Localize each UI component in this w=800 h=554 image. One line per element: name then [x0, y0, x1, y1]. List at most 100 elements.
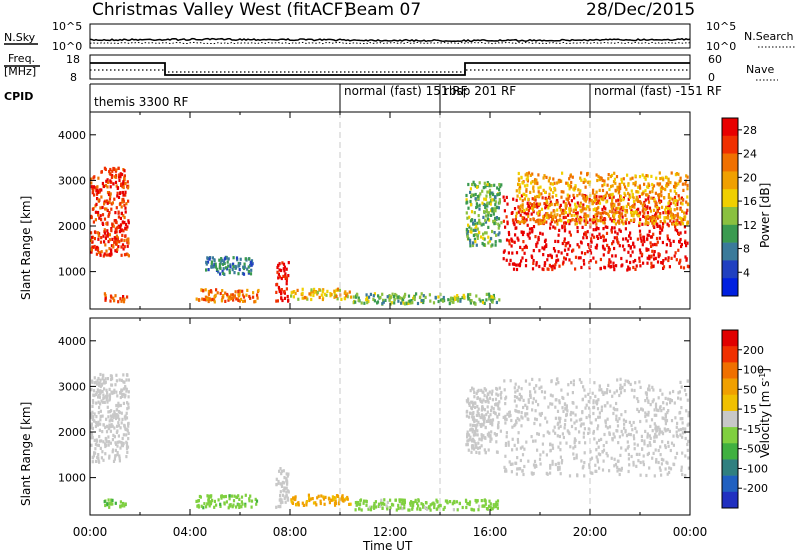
data-cell: [646, 435, 649, 439]
data-cell: [651, 219, 654, 223]
data-cell: [679, 417, 682, 421]
data-cell: [464, 498, 468, 502]
data-cell: [93, 389, 96, 393]
data-cell: [534, 195, 537, 199]
data-cell: [103, 217, 107, 221]
data-cell: [472, 439, 475, 443]
data-cell: [608, 425, 612, 429]
data-cell: [639, 233, 642, 237]
data-cell: [99, 409, 102, 413]
data-cell: [638, 221, 641, 225]
data-cell: [571, 391, 574, 395]
data-cell: [332, 497, 335, 502]
data-cell: [91, 455, 94, 459]
data-cell: [469, 389, 472, 393]
data-cell: [513, 443, 516, 447]
data-cell: [650, 418, 654, 422]
data-cell: [486, 392, 489, 396]
data-cell: [639, 419, 642, 424]
data-cell: [598, 466, 601, 470]
data-cell: [603, 195, 606, 199]
data-cell: [516, 220, 520, 224]
cpid-segment-label: themis 3300 RF: [94, 95, 188, 109]
data-cell: [678, 216, 681, 220]
data-cell: [106, 180, 110, 184]
data-cell: [493, 231, 496, 235]
data-cell: [568, 194, 571, 198]
data-cell: [277, 481, 280, 485]
data-cell: [652, 184, 656, 188]
data-cell: [112, 390, 115, 394]
data-cell: [104, 503, 107, 508]
data-cell: [621, 385, 624, 389]
data-cell: [469, 435, 472, 439]
data-cell: [101, 374, 105, 378]
data-cell: [105, 424, 108, 428]
data-cell: [222, 267, 225, 271]
data-cell: [492, 209, 495, 213]
data-cell: [495, 500, 498, 504]
data-cell: [471, 444, 474, 448]
data-cell: [567, 219, 570, 223]
data-cell: [677, 428, 680, 432]
data-cell: [662, 265, 666, 269]
data-cell: [482, 504, 485, 508]
data-cell: [573, 456, 576, 461]
data-cell: [442, 299, 445, 303]
data-cell: [599, 235, 602, 239]
data-cell: [629, 254, 632, 258]
data-cell: [454, 297, 457, 301]
data-cell: [399, 506, 402, 510]
data-cell: [650, 265, 653, 269]
data-cell: [592, 256, 595, 260]
data-cell: [686, 241, 689, 245]
data-cell: [617, 214, 621, 219]
data-cell: [484, 185, 487, 189]
data-cell: [231, 505, 234, 509]
data-cell: [679, 237, 682, 242]
data-cell: [355, 295, 358, 299]
data-cell: [480, 444, 483, 448]
data-cell: [98, 250, 101, 255]
data-cell: [658, 406, 662, 410]
data-cell: [664, 187, 667, 192]
data-cell: [662, 401, 665, 405]
data-cell: [626, 268, 629, 272]
data-cell: [92, 220, 95, 224]
data-cell: [121, 182, 125, 186]
data-cell: [642, 261, 645, 265]
data-cell: [516, 437, 519, 442]
data-cell: [584, 222, 587, 226]
data-cell: [116, 191, 119, 195]
data-cell: [576, 243, 579, 247]
data-cell: [644, 219, 648, 223]
data-cell: [227, 506, 230, 510]
data-cell: [673, 195, 677, 200]
data-cell: [474, 233, 477, 237]
data-cell: [627, 432, 630, 436]
colorbar-swatch: [722, 427, 738, 444]
data-cell: [466, 234, 469, 238]
data-cell: [630, 388, 633, 392]
data-cell: [530, 203, 534, 207]
data-cell: [197, 505, 200, 509]
data-cell: [96, 197, 99, 201]
data-cell: [224, 299, 227, 303]
data-cell: [601, 207, 604, 211]
data-cell: [120, 205, 123, 209]
data-cell: [112, 459, 116, 463]
data-cell: [482, 215, 485, 219]
data-cell: [90, 414, 93, 418]
data-cell: [209, 501, 212, 505]
data-cell: [583, 198, 586, 202]
data-cell: [370, 505, 373, 509]
data-cell: [585, 403, 588, 407]
data-cell: [622, 198, 625, 202]
data-cell: [540, 385, 543, 389]
data-cell: [285, 282, 288, 286]
data-cell: [658, 182, 662, 186]
data-cell: [200, 504, 203, 508]
data-cell: [277, 479, 280, 484]
data-cell: [478, 414, 481, 418]
data-cell: [537, 173, 540, 177]
